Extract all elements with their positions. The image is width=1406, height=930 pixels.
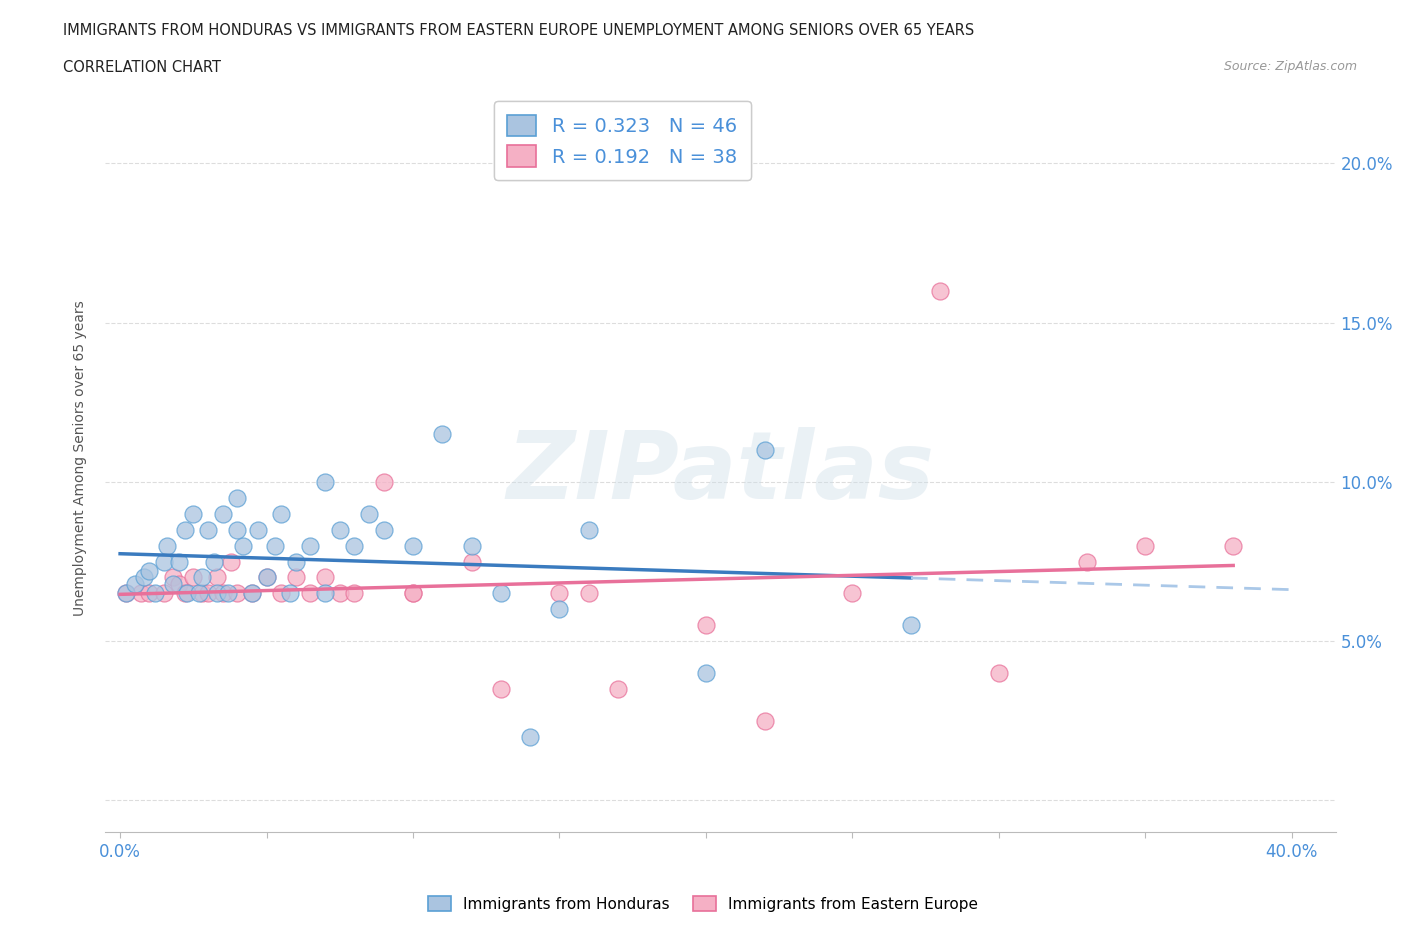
Point — [900, 618, 922, 632]
Point — [246, 523, 269, 538]
Point — [841, 586, 863, 601]
Point — [489, 682, 512, 697]
Point — [548, 586, 571, 601]
Point — [314, 586, 336, 601]
Point — [314, 474, 336, 489]
Point — [299, 538, 322, 553]
Point — [754, 443, 776, 458]
Point — [519, 729, 541, 744]
Text: CORRELATION CHART: CORRELATION CHART — [63, 60, 221, 75]
Point — [232, 538, 254, 553]
Point — [402, 586, 425, 601]
Point — [197, 523, 219, 538]
Point — [183, 570, 205, 585]
Point — [929, 284, 952, 299]
Point — [548, 602, 571, 617]
Y-axis label: Unemployment Among Seniors over 65 years: Unemployment Among Seniors over 65 years — [73, 300, 87, 616]
Point — [329, 523, 352, 538]
Point — [329, 586, 352, 601]
Point — [1222, 538, 1244, 553]
Point — [240, 586, 263, 601]
Point — [284, 570, 307, 585]
Point — [987, 666, 1010, 681]
Point — [578, 523, 600, 538]
Point — [359, 506, 381, 521]
Point — [695, 618, 717, 632]
Point — [138, 586, 160, 601]
Point — [197, 586, 219, 601]
Point — [211, 586, 233, 601]
Point — [460, 554, 482, 569]
Point — [188, 586, 211, 601]
Point — [256, 570, 278, 585]
Point — [278, 586, 301, 601]
Point — [226, 490, 249, 505]
Point — [343, 586, 366, 601]
Point — [373, 523, 395, 538]
Legend: R = 0.323   N = 46, R = 0.192   N = 38: R = 0.323 N = 46, R = 0.192 N = 38 — [494, 101, 751, 180]
Point — [153, 554, 176, 569]
Point — [173, 586, 195, 601]
Point — [489, 586, 512, 601]
Point — [143, 586, 166, 601]
Point — [217, 586, 239, 601]
Point — [432, 427, 454, 442]
Point — [183, 506, 205, 521]
Point — [402, 538, 425, 553]
Point — [138, 564, 160, 578]
Point — [162, 570, 184, 585]
Point — [205, 570, 228, 585]
Point — [460, 538, 482, 553]
Point — [221, 554, 243, 569]
Point — [299, 586, 322, 601]
Point — [211, 506, 233, 521]
Point — [226, 523, 249, 538]
Text: Source: ZipAtlas.com: Source: ZipAtlas.com — [1223, 60, 1357, 73]
Point — [284, 554, 307, 569]
Point — [202, 554, 225, 569]
Point — [270, 506, 292, 521]
Point — [1135, 538, 1157, 553]
Point — [695, 666, 717, 681]
Point — [156, 538, 179, 553]
Point — [191, 570, 214, 585]
Point — [167, 554, 190, 569]
Point — [607, 682, 630, 697]
Point — [270, 586, 292, 601]
Point — [167, 577, 190, 591]
Point — [256, 570, 278, 585]
Point — [162, 577, 184, 591]
Point — [240, 586, 263, 601]
Point — [115, 586, 138, 601]
Point — [124, 577, 146, 591]
Point — [176, 586, 198, 601]
Text: ZIPatlas: ZIPatlas — [506, 427, 935, 519]
Point — [314, 570, 336, 585]
Point — [191, 586, 214, 601]
Point — [373, 474, 395, 489]
Point — [264, 538, 287, 553]
Point — [578, 586, 600, 601]
Point — [402, 586, 425, 601]
Point — [754, 713, 776, 728]
Point — [132, 570, 155, 585]
Point — [129, 586, 152, 601]
Point — [173, 523, 195, 538]
Point — [226, 586, 249, 601]
Legend: Immigrants from Honduras, Immigrants from Eastern Europe: Immigrants from Honduras, Immigrants fro… — [422, 889, 984, 918]
Point — [1076, 554, 1098, 569]
Point — [153, 586, 176, 601]
Point — [115, 586, 138, 601]
Text: IMMIGRANTS FROM HONDURAS VS IMMIGRANTS FROM EASTERN EUROPE UNEMPLOYMENT AMONG SE: IMMIGRANTS FROM HONDURAS VS IMMIGRANTS F… — [63, 23, 974, 38]
Point — [343, 538, 366, 553]
Point — [205, 586, 228, 601]
